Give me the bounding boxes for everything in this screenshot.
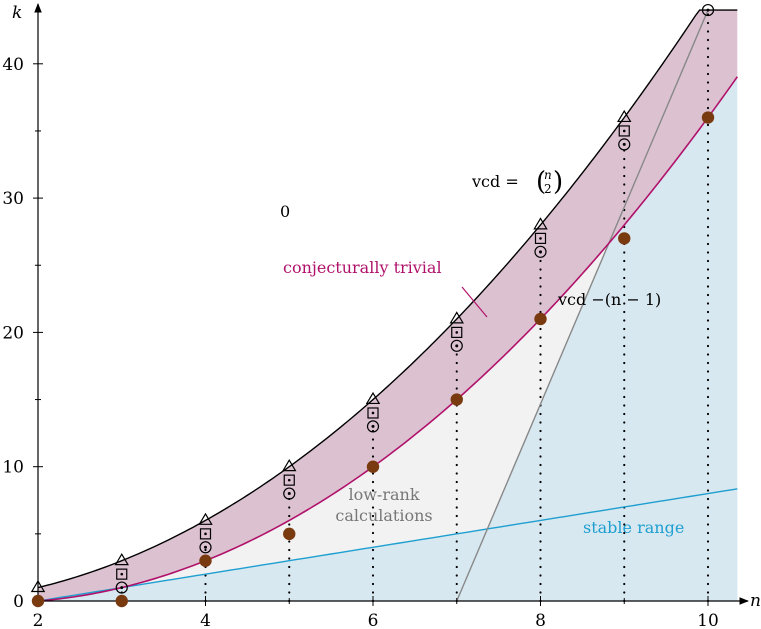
range-right-region: [456, 76, 738, 602]
filled-dot-marker-5: [283, 527, 296, 541]
square-outline: [116, 568, 128, 580]
circle-center-dot: [706, 8, 710, 12]
circled-dot-marker-6: [366, 420, 380, 433]
y-tick-label-30: 30: [2, 189, 24, 209]
triangle-marker-3: [114, 553, 129, 566]
square-marker-4: [199, 528, 212, 540]
filled-dot-marker-6: [366, 460, 380, 473]
filled-dot-marker-3: [115, 594, 128, 608]
square-center-dot: [287, 478, 291, 482]
square-outline: [618, 125, 630, 137]
x-tick-label-2: 2: [33, 611, 44, 629]
y-tick-label-20: 20: [2, 323, 24, 343]
triangle-marker-9: [617, 109, 632, 123]
circle-center-dot: [455, 344, 459, 348]
y-tick-label-10: 10: [2, 458, 24, 478]
x-tick-label-10: 10: [697, 611, 719, 629]
filled-dot-marker-9: [618, 232, 631, 245]
square-center-dot: [120, 572, 124, 576]
triangle-marker-4: [198, 512, 213, 525]
low-rank-label-line1: low-rank: [348, 485, 419, 504]
square-center-dot: [622, 129, 626, 133]
square-center-dot: [539, 237, 542, 240]
square-center-dot: [455, 331, 459, 334]
gray-boundary-line: [456, 9, 709, 602]
circle-center-dot: [539, 250, 542, 254]
circle-outline: [450, 339, 463, 352]
square-outline: [367, 407, 379, 419]
filled-dot-marker-8: [534, 312, 547, 326]
y-tick-label-0: 0: [13, 592, 24, 612]
circled-dot-marker-8: [534, 245, 547, 258]
binom-right-paren: ): [553, 167, 563, 197]
y-tick-label-40: 40: [2, 55, 24, 75]
square-marker-5: [283, 474, 295, 486]
square-marker-3: [116, 568, 128, 580]
low-rank-label-line2: calculations: [335, 506, 432, 525]
binom-top: n: [544, 168, 552, 182]
square-marker-7: [451, 326, 463, 338]
conjecturally-trivial-leader: [461, 286, 488, 318]
triangle-marker-8: [533, 217, 548, 230]
binom-left-paren: (: [536, 167, 546, 197]
filled-dot-marker-4: [199, 554, 212, 567]
square-center-dot: [371, 411, 375, 415]
zero-region-label: 0: [280, 202, 290, 221]
circled-dot-marker-7: [450, 339, 463, 352]
low-rank-region: [38, 243, 609, 602]
square-marker-8: [534, 232, 547, 244]
circle-outline: [701, 3, 715, 17]
square-outline: [451, 326, 463, 338]
circle-center-dot: [204, 545, 207, 549]
x-tick-label-8: 8: [535, 611, 546, 629]
square-marker-6: [367, 407, 379, 419]
circled-dot-marker-3: [115, 581, 128, 594]
filled-dot-marker-10: [701, 111, 715, 124]
square-marker-9: [618, 125, 630, 137]
circle-outline: [283, 487, 296, 500]
curves: [37, 9, 738, 602]
circle-center-dot: [371, 424, 375, 428]
triangle-marker-2: [30, 579, 46, 593]
circled-dot-marker-10: [701, 3, 715, 17]
filled-dot-marker-7: [450, 393, 463, 406]
markers: [30, 3, 715, 608]
conjecturally-trivial-label: conjecturally trivial: [283, 258, 442, 277]
circled-dot-marker-5: [283, 487, 296, 500]
stable-range-label: stable range: [583, 518, 684, 537]
circle-center-dot: [287, 492, 291, 496]
vcd-label-prefix: vcd =: [471, 172, 519, 191]
filled-dot-marker-2: [31, 594, 45, 608]
square-outline: [534, 232, 547, 244]
conjecturally-trivial-band: [38, 10, 738, 601]
circle-outline: [618, 138, 631, 151]
circle-outline: [115, 581, 128, 594]
triangle-marker-5: [282, 459, 297, 472]
binom-bottom: 2: [544, 182, 552, 196]
y-axis-label: k: [12, 3, 22, 23]
stable-range-line: [37, 488, 738, 602]
x-tick-label-6: 6: [368, 611, 379, 629]
square-center-dot: [204, 532, 207, 536]
circle-center-dot: [120, 586, 124, 590]
square-outline: [283, 474, 295, 486]
circle-center-dot: [622, 142, 626, 146]
vcd-curve: [37, 9, 738, 589]
triangle-marker-6: [365, 391, 381, 405]
vcd-label: vcd = ( n 2 ): [471, 167, 563, 197]
circled-dot-marker-9: [618, 138, 631, 151]
circle-outline: [366, 420, 380, 433]
dotted-verticals: [120, 8, 710, 603]
circled-dot-marker-4: [199, 541, 212, 554]
vcd-shift-curve: [37, 76, 738, 602]
square-outline: [199, 528, 212, 540]
triangle-marker-7: [449, 311, 464, 324]
x-tick-label-4: 4: [200, 611, 211, 629]
x-axis-label: n: [750, 591, 761, 611]
circle-outline: [534, 245, 547, 258]
vcd-shift-label: vcd −(n − 1): [557, 290, 661, 309]
circle-outline: [199, 541, 212, 554]
